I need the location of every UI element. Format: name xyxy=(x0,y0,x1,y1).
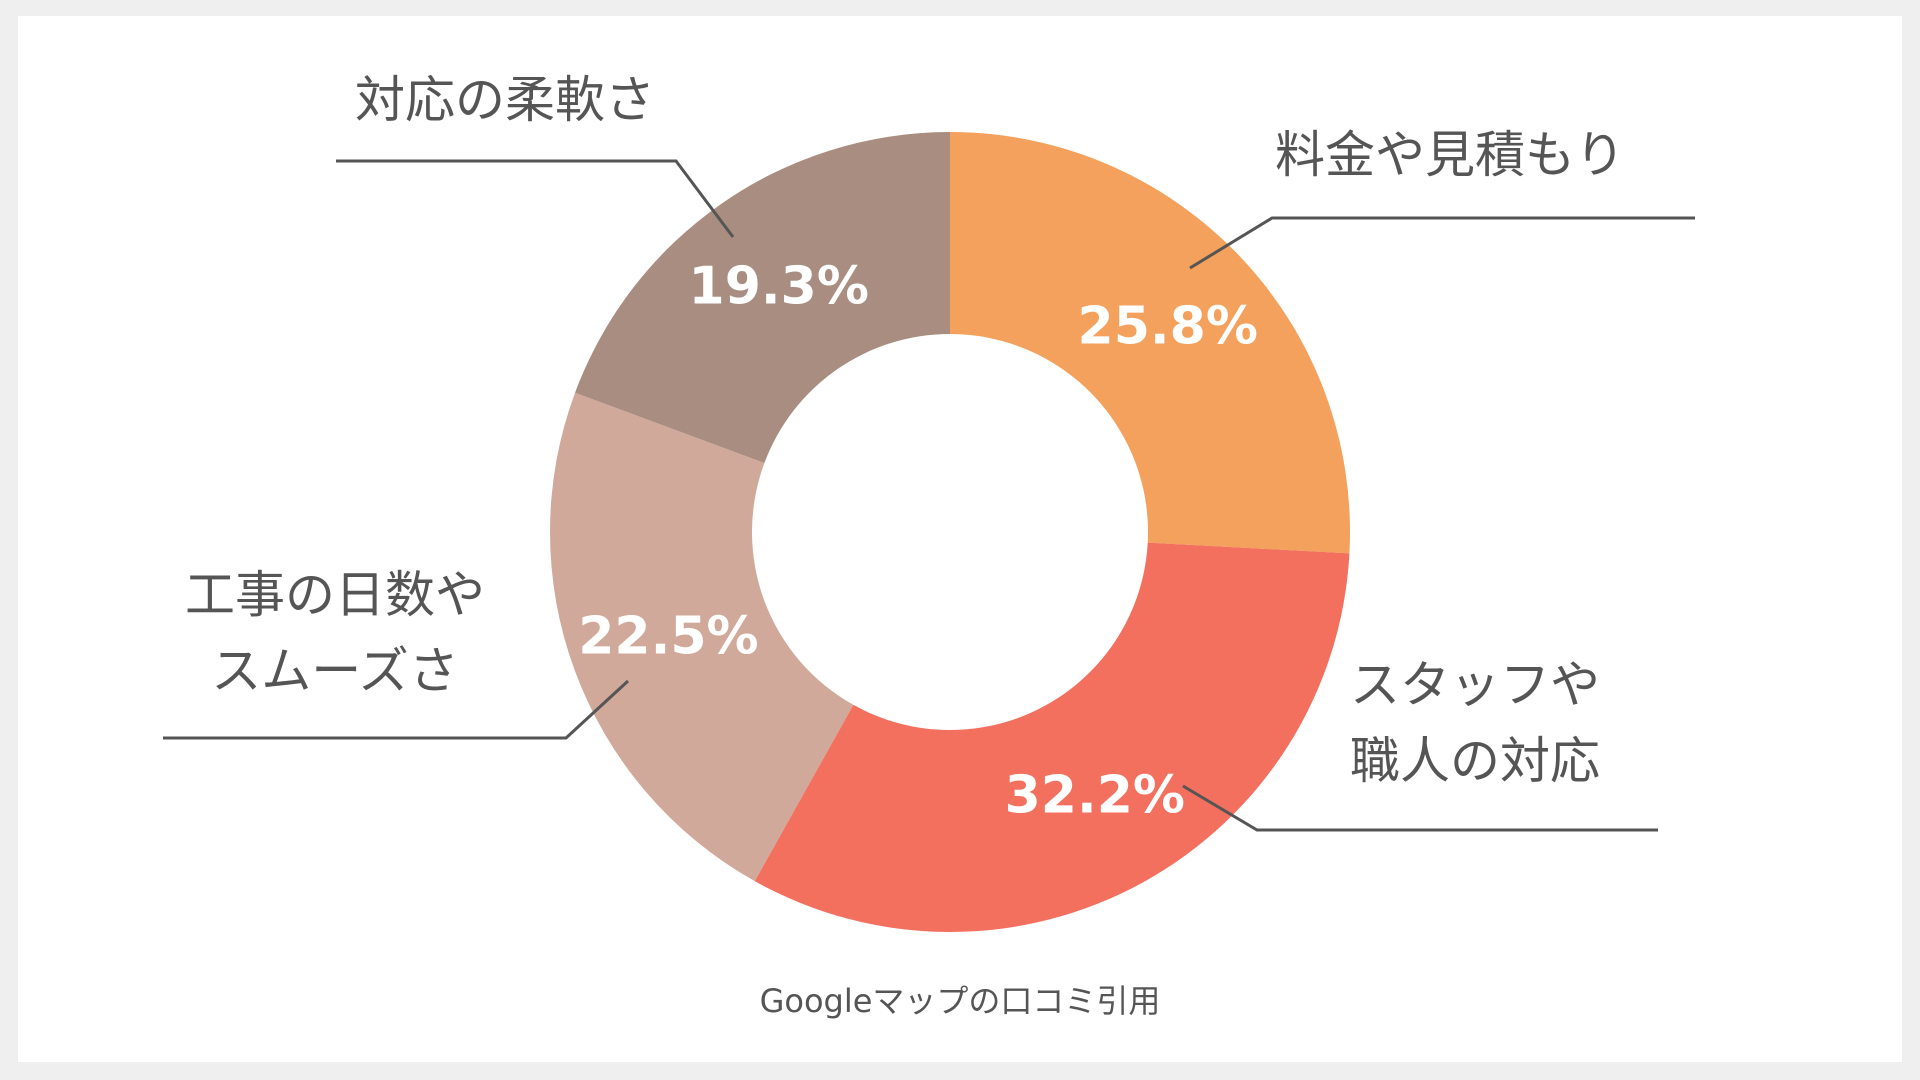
callout-line xyxy=(1182,784,1658,832)
callout-line xyxy=(336,159,735,238)
category-label: 対応の柔軟さ xyxy=(355,71,655,129)
donut-slice-2 xyxy=(754,542,1350,932)
donut-slice-3 xyxy=(549,392,854,882)
slice-value-label: 32.2% xyxy=(1005,766,1185,826)
slice-value-label: 19.3% xyxy=(689,257,869,317)
category-label: 料金や見積もり xyxy=(1275,126,1625,184)
donut-slice-4 xyxy=(575,132,950,464)
category-label: スタッフや職人の対応 xyxy=(1350,656,1600,790)
donut-slice-1 xyxy=(950,132,1350,554)
source-note: Googleマップの口コミ引用 xyxy=(759,982,1161,1020)
slice-value-label: 22.5% xyxy=(578,607,758,667)
category-label: 工事の日数やスムーズさ xyxy=(185,566,485,700)
callout-line xyxy=(163,679,630,740)
callout-line xyxy=(1189,216,1695,270)
slice-value-label: 25.8% xyxy=(1078,297,1258,357)
